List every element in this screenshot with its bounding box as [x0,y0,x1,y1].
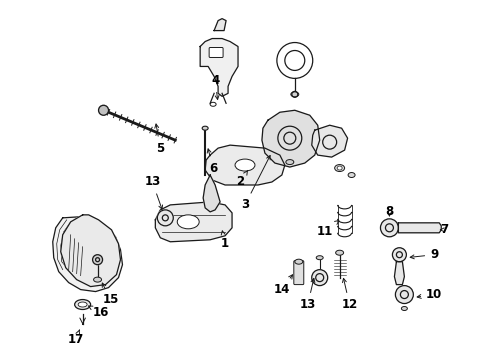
Text: 1: 1 [221,231,229,250]
Text: 4: 4 [210,74,219,99]
Ellipse shape [177,215,199,229]
Circle shape [276,42,312,78]
Polygon shape [311,125,347,157]
Ellipse shape [202,126,208,130]
Ellipse shape [336,166,342,170]
Circle shape [395,285,412,303]
FancyBboxPatch shape [209,48,223,58]
Text: 8: 8 [385,205,393,219]
Polygon shape [203,175,220,212]
Polygon shape [262,110,319,167]
Ellipse shape [401,306,407,310]
Ellipse shape [316,256,323,260]
Ellipse shape [75,300,90,310]
Text: 7: 7 [439,223,447,236]
Text: 13: 13 [144,175,162,209]
Ellipse shape [290,92,298,97]
Polygon shape [394,262,404,285]
Text: 2: 2 [236,170,247,189]
Circle shape [157,210,173,226]
Ellipse shape [93,277,102,282]
Circle shape [392,248,406,262]
Polygon shape [205,145,285,185]
Circle shape [380,219,398,237]
Polygon shape [61,215,120,287]
Text: 3: 3 [241,156,269,211]
Ellipse shape [285,159,293,165]
Ellipse shape [334,165,344,171]
Text: 10: 10 [416,288,442,301]
Polygon shape [214,19,225,31]
Text: 17: 17 [67,330,83,346]
Polygon shape [398,223,440,233]
Polygon shape [53,217,122,292]
FancyBboxPatch shape [293,261,303,285]
Text: 13: 13 [299,278,315,311]
Circle shape [311,270,327,285]
Ellipse shape [294,259,302,264]
Text: 11: 11 [316,221,338,238]
Text: 15: 15 [102,283,119,306]
Text: 6: 6 [207,149,217,175]
Circle shape [99,105,108,115]
Text: 12: 12 [341,278,357,311]
Ellipse shape [347,172,354,177]
Ellipse shape [78,302,87,307]
Text: 5: 5 [155,124,164,155]
Text: 14: 14 [273,275,292,296]
Text: 16: 16 [88,306,108,319]
Polygon shape [155,202,232,242]
Polygon shape [200,39,238,96]
Ellipse shape [235,159,254,171]
Text: 9: 9 [409,248,438,261]
Ellipse shape [335,250,343,255]
Circle shape [92,255,102,265]
